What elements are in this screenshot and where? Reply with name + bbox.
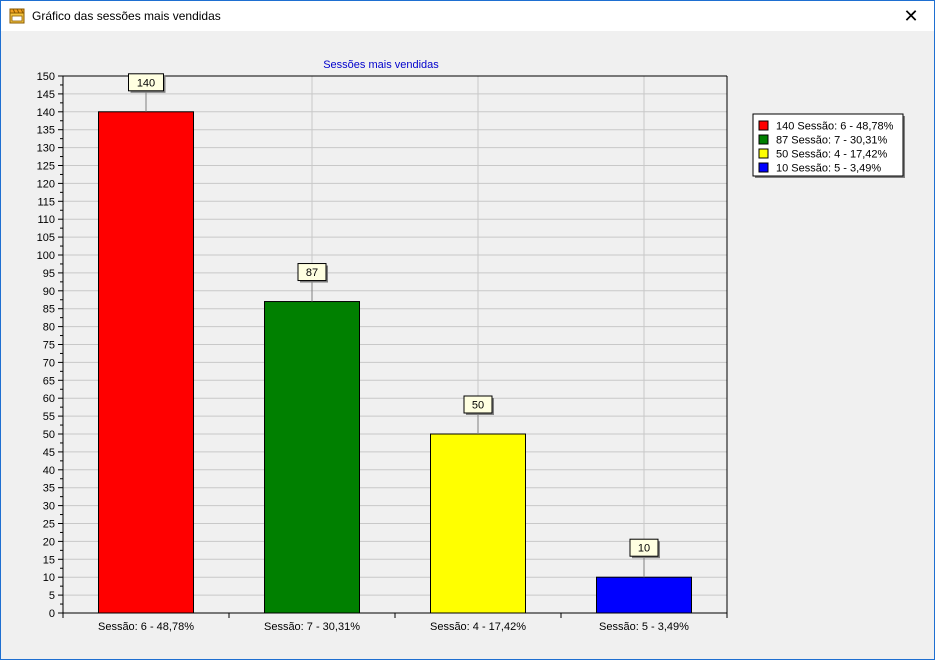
y-tick-label: 10 [43, 572, 55, 584]
y-tick-label: 115 [37, 196, 55, 208]
y-tick-label: 85 [43, 304, 55, 316]
data-label: 87 [306, 267, 318, 279]
legend: 140 Sessão: 6 - 48,78% 87 Sessão: 7 - 30,… [752, 113, 905, 178]
y-tick-label: 30 [43, 501, 55, 513]
y-tick-label: 60 [43, 393, 55, 405]
window-title: Gráfico das sessões mais vendidas [32, 9, 221, 23]
y-tick-label: 0 [49, 608, 55, 620]
x-category-label: Sessão: 6 - 48,78% [98, 621, 194, 633]
y-tick-label: 100 [37, 250, 55, 262]
x-category-label: Sessão: 5 - 3,49% [599, 621, 689, 633]
legend-box [752, 113, 904, 177]
bars [98, 111, 692, 614]
y-tick-label: 5 [49, 590, 55, 602]
legend-swatch [758, 134, 769, 145]
y-tick-label: 90 [43, 286, 55, 298]
y-tick-label: 25 [43, 519, 55, 531]
y-tick-label: 35 [43, 483, 55, 495]
close-button[interactable]: ✕ [903, 5, 919, 26]
data-label-box [128, 73, 164, 92]
y-tick-label: 55 [43, 411, 55, 423]
y-tick-label: 105 [37, 232, 55, 244]
y-tick-label: 15 [43, 554, 55, 566]
legend-entry: 10 Sessão: 5 - 3,49% [776, 163, 881, 175]
y-tick-label: 150 [37, 71, 55, 83]
legend-entry: 140 Sessão: 6 - 48,78% [776, 121, 894, 133]
y-tick-label: 20 [43, 536, 55, 548]
data-label: 50 [472, 400, 484, 412]
legend-swatch [758, 162, 769, 173]
y-tick-label: 110 [37, 214, 55, 226]
legend-entry: 50 Sessão: 4 - 17,42% [776, 149, 888, 161]
y-tick-label: 140 [37, 107, 55, 119]
y-axis-ticks: 0 5 10 15 20 25 30 35 40 45 50 55 60 65 70 75 80 85 90 95 10… [37, 71, 63, 620]
bar [264, 301, 360, 614]
data-label-box [297, 263, 327, 282]
y-tick-label: 45 [43, 447, 55, 459]
y-tick-label: 75 [43, 340, 55, 352]
x-category-label: Sessão: 4 - 17,42% [430, 621, 526, 633]
y-tick-label: 130 [37, 143, 55, 155]
y-tick-label: 145 [37, 89, 55, 101]
x-category-label: Sessão: 7 - 30,31% [264, 621, 360, 633]
bar-chart: 0 5 10 15 20 25 30 35 40 45 50 55 60 65 70 75 80 85 90 95 10… [37, 59, 905, 633]
bar [98, 111, 194, 614]
y-tick-label: 95 [43, 268, 55, 280]
legend-swatch [758, 120, 769, 131]
title-bar[interactable]: Gráfico das sessões mais vendidas ✕ [1, 1, 934, 31]
chart-title: Sessões mais vendidas [323, 59, 439, 71]
data-label-box [629, 538, 659, 557]
data-label: 10 [638, 543, 650, 555]
y-tick-label: 80 [43, 322, 55, 334]
data-labels: 140 87 50 10 [128, 73, 660, 578]
legend-swatch [758, 148, 769, 159]
bar [430, 433, 526, 614]
y-tick-label: 125 [37, 161, 55, 173]
data-label-box [463, 395, 493, 414]
y-tick-label: 70 [43, 357, 55, 369]
y-tick-label: 40 [43, 465, 55, 477]
bar [596, 576, 692, 614]
clapperboard-icon [9, 8, 25, 24]
data-label: 140 [137, 77, 155, 89]
y-tick-label: 50 [43, 429, 55, 441]
y-tick-label: 135 [37, 125, 55, 137]
legend-entry: 87 Sessão: 7 - 30,31% [776, 135, 888, 147]
y-tick-label: 120 [37, 178, 55, 190]
y-tick-label: 65 [43, 375, 55, 387]
x-axis-ticks: Sessão: 6 - 48,78% Sessão: 7 - 30,31% Sess… [62, 613, 728, 633]
